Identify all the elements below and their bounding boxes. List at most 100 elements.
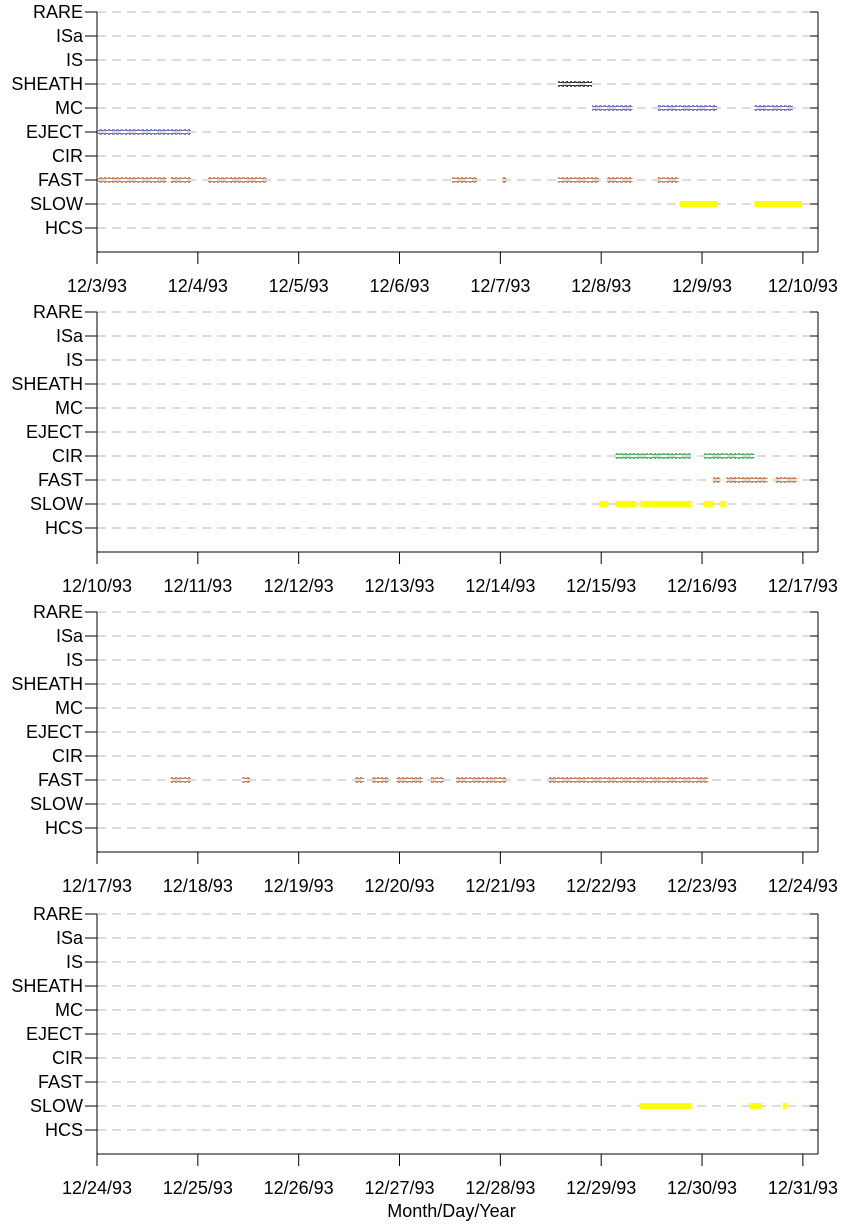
interval-bar: [749, 1103, 762, 1109]
y-tick-label: RARE: [33, 2, 83, 22]
x-tick-label: 12/27/93: [364, 1178, 434, 1198]
interval-markers: [775, 477, 797, 483]
y-tick-label: CIR: [52, 1048, 83, 1068]
y-tick-label: EJECT: [26, 122, 83, 142]
interval-markers: [657, 105, 718, 111]
x-tick-label: 12/3/93: [67, 276, 127, 296]
interval-markers: [430, 777, 444, 783]
y-tick-label: EJECT: [26, 1024, 83, 1044]
y-tick-label: FAST: [38, 770, 83, 790]
y-tick-label: CIR: [52, 746, 83, 766]
x-tick-label: 12/4/93: [168, 276, 228, 296]
interval-bar: [754, 201, 802, 207]
y-tick-label: IS: [66, 350, 83, 370]
interval-markers: [355, 777, 365, 783]
x-tick-label: 12/8/93: [571, 276, 631, 296]
y-tick-label: CIR: [52, 446, 83, 466]
interval-markers: [615, 453, 691, 459]
y-tick-label: SLOW: [30, 1096, 83, 1116]
y-tick-label: SLOW: [30, 494, 83, 514]
interval-markers: [592, 105, 633, 111]
x-tick-label: 12/25/93: [163, 1178, 233, 1198]
x-tick-label: 12/16/93: [667, 576, 737, 596]
interval-markers: [451, 177, 478, 183]
interval-markers: [726, 477, 768, 483]
x-tick-label: 12/18/93: [163, 876, 233, 896]
y-tick-label: SHEATH: [11, 976, 83, 996]
interval-markers: [557, 177, 600, 183]
interval-markers: [557, 81, 593, 87]
interval-markers: [242, 777, 251, 783]
x-tick-label: 12/14/93: [465, 576, 535, 596]
x-tick-label: 12/17/93: [768, 576, 838, 596]
interval-markers: [97, 129, 191, 135]
x-tick-label: 12/9/93: [672, 276, 732, 296]
interval-bar: [720, 501, 727, 507]
interval-markers: [372, 777, 389, 783]
y-tick-label: HCS: [45, 818, 83, 838]
interval-bar: [782, 1103, 787, 1109]
y-tick-label: RARE: [33, 904, 83, 924]
interval-markers: [548, 777, 709, 783]
interval-bar: [639, 1103, 691, 1109]
interval-markers: [607, 177, 633, 183]
y-tick-label: MC: [55, 1000, 83, 1020]
x-tick-label: 12/23/93: [667, 876, 737, 896]
y-tick-label: EJECT: [26, 722, 83, 742]
interval-markers: [704, 453, 755, 459]
x-tick-label: 12/21/93: [465, 876, 535, 896]
y-tick-label: IS: [66, 50, 83, 70]
interval-markers: [170, 177, 191, 183]
x-tick-label: 12/17/93: [62, 876, 132, 896]
x-tick-label: 12/10/93: [62, 576, 132, 596]
y-tick-label: SLOW: [30, 794, 83, 814]
y-tick-label: ISa: [56, 326, 84, 346]
interval-markers: [97, 177, 167, 183]
y-tick-label: CIR: [52, 146, 83, 166]
interval-markers: [207, 177, 267, 183]
y-tick-label: EJECT: [26, 422, 83, 442]
x-tick-label: 12/12/93: [264, 576, 334, 596]
interval-bar: [704, 501, 714, 507]
x-tick-label: 12/31/93: [768, 1178, 838, 1198]
x-tick-label: 12/11/93: [163, 576, 232, 596]
x-tick-label: 12/29/93: [566, 1178, 636, 1198]
y-tick-label: SHEATH: [11, 74, 83, 94]
y-tick-label: SLOW: [30, 194, 83, 214]
x-tick-label: 12/7/93: [470, 276, 530, 296]
x-tick-label: 12/28/93: [465, 1178, 535, 1198]
y-tick-label: HCS: [45, 218, 83, 238]
interval-bar: [640, 501, 691, 507]
y-tick-label: RARE: [33, 602, 83, 622]
x-tick-label: 12/13/93: [364, 576, 434, 596]
interval-markers: [657, 177, 679, 183]
x-tick-label: 12/20/93: [364, 876, 434, 896]
y-tick-label: IS: [66, 952, 83, 972]
x-tick-label: 12/5/93: [269, 276, 329, 296]
x-tick-label: 12/10/93: [768, 276, 838, 296]
x-tick-label: 12/22/93: [566, 876, 636, 896]
interval-bar: [599, 501, 609, 507]
y-tick-label: ISa: [56, 928, 84, 948]
x-tick-label: 12/15/93: [566, 576, 636, 596]
y-tick-label: HCS: [45, 518, 83, 538]
y-tick-label: MC: [55, 698, 83, 718]
y-tick-label: MC: [55, 98, 83, 118]
x-tick-label: 12/30/93: [667, 1178, 737, 1198]
interval-bar: [615, 501, 637, 507]
interval-markers: [170, 777, 191, 783]
y-tick-label: FAST: [38, 1072, 83, 1092]
x-tick-label: 12/19/93: [264, 876, 334, 896]
y-tick-label: SHEATH: [11, 374, 83, 394]
y-tick-label: FAST: [38, 170, 83, 190]
x-tick-label: 12/24/93: [768, 876, 838, 896]
y-tick-label: SHEATH: [11, 674, 83, 694]
y-tick-label: ISa: [56, 626, 84, 646]
y-tick-label: IS: [66, 650, 83, 670]
interval-markers: [713, 477, 721, 483]
interval-bar: [679, 201, 718, 207]
y-tick-label: HCS: [45, 1120, 83, 1140]
x-tick-label: 12/6/93: [369, 276, 429, 296]
x-tick-label: 12/24/93: [62, 1178, 132, 1198]
y-tick-label: RARE: [33, 302, 83, 322]
